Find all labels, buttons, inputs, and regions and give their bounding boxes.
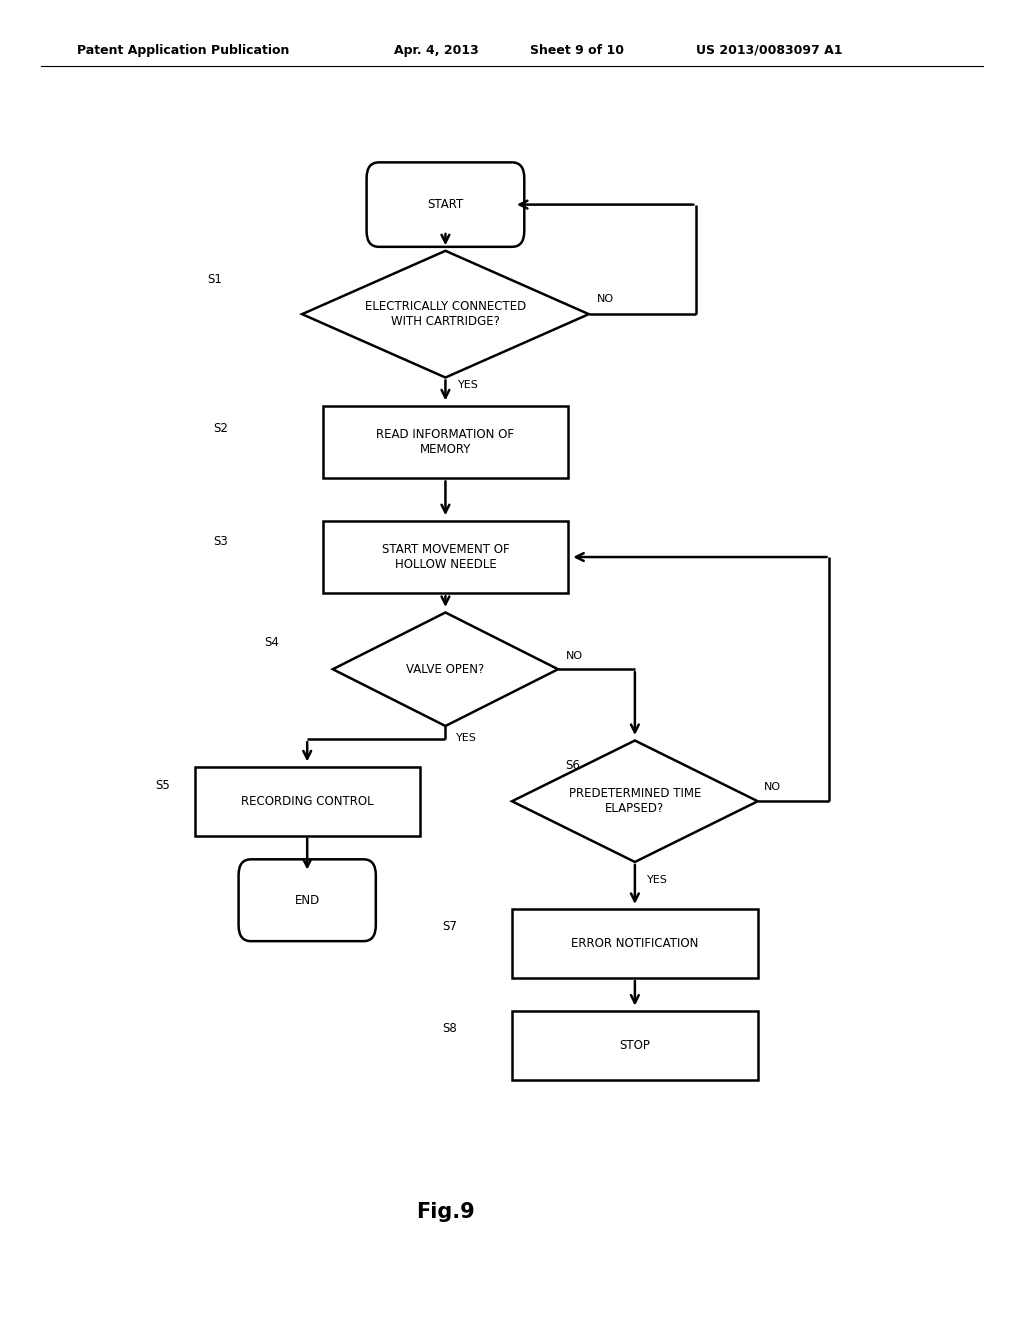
Text: END: END <box>295 894 319 907</box>
Text: START MOVEMENT OF
HOLLOW NEEDLE: START MOVEMENT OF HOLLOW NEEDLE <box>382 543 509 572</box>
Text: Patent Application Publication: Patent Application Publication <box>77 44 289 57</box>
Text: Sheet 9 of 10: Sheet 9 of 10 <box>530 44 625 57</box>
Text: START: START <box>427 198 464 211</box>
Text: YES: YES <box>647 875 668 886</box>
Text: Fig.9: Fig.9 <box>416 1201 475 1222</box>
Text: RECORDING CONTROL: RECORDING CONTROL <box>241 795 374 808</box>
Bar <box>323 520 568 594</box>
Polygon shape <box>333 612 558 726</box>
Polygon shape <box>512 741 758 862</box>
Text: S1: S1 <box>207 273 222 286</box>
FancyBboxPatch shape <box>239 859 376 941</box>
Text: S2: S2 <box>213 422 228 436</box>
Polygon shape <box>302 251 589 378</box>
Text: ELECTRICALLY CONNECTED
WITH CARTRIDGE?: ELECTRICALLY CONNECTED WITH CARTRIDGE? <box>365 300 526 329</box>
Text: S7: S7 <box>442 920 458 933</box>
Text: Apr. 4, 2013: Apr. 4, 2013 <box>394 44 479 57</box>
Text: STOP: STOP <box>620 1039 650 1052</box>
Text: ERROR NOTIFICATION: ERROR NOTIFICATION <box>571 937 698 950</box>
Bar <box>512 909 758 978</box>
Bar <box>323 405 568 478</box>
Bar <box>512 1011 758 1080</box>
Text: NO: NO <box>566 651 584 661</box>
Text: S5: S5 <box>156 779 170 792</box>
Text: YES: YES <box>458 380 478 391</box>
FancyBboxPatch shape <box>367 162 524 247</box>
Text: NO: NO <box>764 781 781 792</box>
Text: YES: YES <box>456 733 476 743</box>
Text: S4: S4 <box>264 636 280 649</box>
Text: PREDETERMINED TIME
ELAPSED?: PREDETERMINED TIME ELAPSED? <box>568 787 701 816</box>
Text: READ INFORMATION OF
MEMORY: READ INFORMATION OF MEMORY <box>377 428 514 457</box>
Text: S3: S3 <box>213 535 227 548</box>
Text: NO: NO <box>597 293 614 304</box>
Text: VALVE OPEN?: VALVE OPEN? <box>407 663 484 676</box>
Text: S8: S8 <box>442 1022 457 1035</box>
Bar <box>195 767 420 836</box>
Text: S6: S6 <box>565 759 581 772</box>
Text: US 2013/0083097 A1: US 2013/0083097 A1 <box>696 44 843 57</box>
